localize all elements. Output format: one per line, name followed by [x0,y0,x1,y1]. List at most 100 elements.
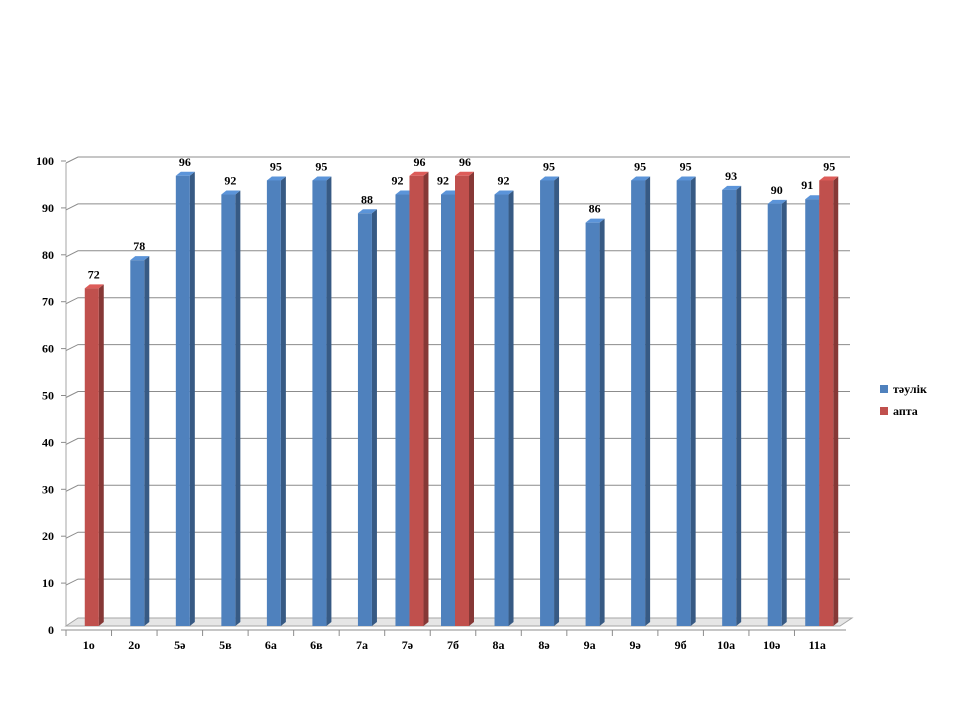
y-tick-label: 80 [42,248,54,262]
bar-side [98,284,104,626]
bar [84,288,99,626]
x-tick-label: 5в [219,638,232,652]
legend-swatch-series-2 [880,407,888,415]
bar [455,175,469,626]
legend-swatch-series-1 [880,385,888,393]
x-tick-label: 10а [717,638,735,652]
bar-top [409,171,429,176]
data-label: 95 [823,159,835,173]
bar [312,180,327,626]
bar-side [371,209,377,626]
x-tick-label: 6в [310,638,323,652]
bar-side [599,218,605,626]
bar-top [819,176,839,181]
data-label: 92 [391,174,403,188]
bar [494,194,509,626]
x-tick-label: 5ә [174,638,185,652]
bar-top [266,176,286,181]
bar [585,222,600,626]
bar-top [357,209,377,214]
bar-top [540,176,560,181]
bar-side [326,176,332,626]
bar-top [312,176,332,181]
bar [266,180,281,626]
bar [357,213,372,626]
data-label: 95 [270,159,282,173]
x-tick-label: 9б [675,638,687,652]
bar-top [767,199,787,204]
bar-top [175,171,195,176]
bar [631,180,646,626]
gridline [65,203,850,211]
bar-side [554,176,560,626]
legend: тәулік апта [880,378,927,422]
bar-side [235,190,241,626]
bar-top [676,176,696,181]
data-label: 92 [498,174,510,188]
data-label: 96 [179,155,191,169]
y-tick-label: 10 [42,576,54,590]
bar-side [833,176,839,626]
bar-top [455,171,474,176]
x-tick-label: 7а [356,638,368,652]
legend-label-series-2: апта [893,403,918,418]
bar-side [781,199,787,626]
bar-top [722,185,742,190]
bar-top [221,190,241,195]
bar-side [280,176,286,626]
bar-side [508,190,514,626]
y-tick-label: 40 [42,435,54,449]
bar [175,175,190,626]
data-label: 93 [725,169,737,183]
bar-top [494,190,514,195]
data-label: 95 [680,159,692,173]
bar-top [585,218,605,223]
bar-side [423,171,429,626]
bar-side [690,176,696,626]
data-label: 92 [437,174,449,188]
legend-item-series-1: тәулік [880,378,927,400]
x-tick-label: 10ә [763,638,780,652]
x-tick-label: 8а [493,638,505,652]
y-tick-label: 70 [42,295,54,309]
x-tick-label: 9ә [629,638,640,652]
bar-top [84,284,104,289]
y-tick-label: 90 [42,201,54,215]
bar [805,199,820,626]
bar [676,180,691,626]
bar [767,203,782,626]
bar [409,175,424,626]
y-tick-label: 30 [42,482,54,496]
bar-side [736,185,742,626]
x-tick-label: 1о [83,638,95,652]
x-tick-label: 7ә [402,638,413,652]
y-tick-label: 50 [42,389,54,403]
data-label: 88 [361,192,373,206]
bar [722,189,737,626]
bar [441,194,455,626]
x-tick-label: 6а [265,638,277,652]
x-tick-label: 11а [809,638,826,652]
bar [395,194,410,626]
y-tick-label: 100 [36,154,54,168]
data-label: 72 [88,267,100,281]
x-tick-label: 8ә [538,638,549,652]
bar [221,194,236,626]
bar [540,180,555,626]
legend-label-series-1: тәулік [893,381,927,396]
bar [130,260,145,626]
gridline [65,156,850,164]
y-tick-label: 0 [48,623,54,637]
data-label: 92 [224,174,236,188]
bar-side [189,171,195,626]
x-tick-label: 2о [128,638,140,652]
x-tick-label: 7б [447,638,459,652]
data-label: 96 [459,155,471,169]
bar-side [645,176,651,626]
bar-top [631,176,651,181]
bar-side [144,256,150,626]
y-tick-label: 20 [42,529,54,543]
x-tick-label: 9а [584,638,596,652]
